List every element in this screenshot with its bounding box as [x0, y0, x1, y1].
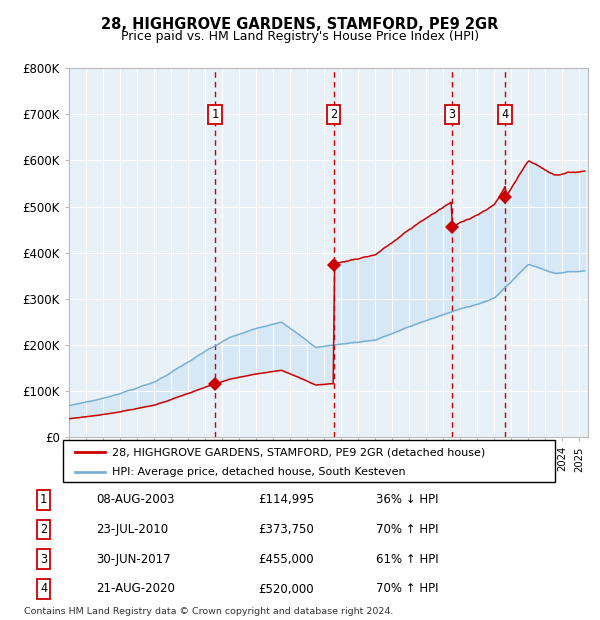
Text: 3: 3	[448, 108, 455, 121]
Text: HPI: Average price, detached house, South Kesteven: HPI: Average price, detached house, Sout…	[112, 467, 406, 477]
Text: 23-JUL-2010: 23-JUL-2010	[97, 523, 169, 536]
Text: 70% ↑ HPI: 70% ↑ HPI	[376, 583, 438, 595]
FancyBboxPatch shape	[63, 440, 555, 482]
Text: Contains HM Land Registry data © Crown copyright and database right 2024.: Contains HM Land Registry data © Crown c…	[24, 607, 394, 616]
Text: 4: 4	[40, 583, 47, 595]
Text: 3: 3	[40, 553, 47, 565]
Text: 2: 2	[330, 108, 337, 121]
Text: £455,000: £455,000	[259, 553, 314, 565]
Text: £114,995: £114,995	[259, 494, 314, 506]
Text: Price paid vs. HM Land Registry's House Price Index (HPI): Price paid vs. HM Land Registry's House …	[121, 30, 479, 43]
Text: 4: 4	[502, 108, 509, 121]
Text: 36% ↓ HPI: 36% ↓ HPI	[376, 494, 438, 506]
Text: 1: 1	[40, 494, 47, 506]
Text: 61% ↑ HPI: 61% ↑ HPI	[376, 553, 438, 565]
Text: 30-JUN-2017: 30-JUN-2017	[97, 553, 171, 565]
Text: 70% ↑ HPI: 70% ↑ HPI	[376, 523, 438, 536]
Text: 28, HIGHGROVE GARDENS, STAMFORD, PE9 2GR: 28, HIGHGROVE GARDENS, STAMFORD, PE9 2GR	[101, 17, 499, 32]
Text: 28, HIGHGROVE GARDENS, STAMFORD, PE9 2GR (detached house): 28, HIGHGROVE GARDENS, STAMFORD, PE9 2GR…	[112, 447, 485, 457]
Text: £520,000: £520,000	[259, 583, 314, 595]
Text: £373,750: £373,750	[259, 523, 314, 536]
Text: 21-AUG-2020: 21-AUG-2020	[97, 583, 175, 595]
Text: 08-AUG-2003: 08-AUG-2003	[97, 494, 175, 506]
Text: 1: 1	[212, 108, 219, 121]
Text: 2: 2	[40, 523, 47, 536]
